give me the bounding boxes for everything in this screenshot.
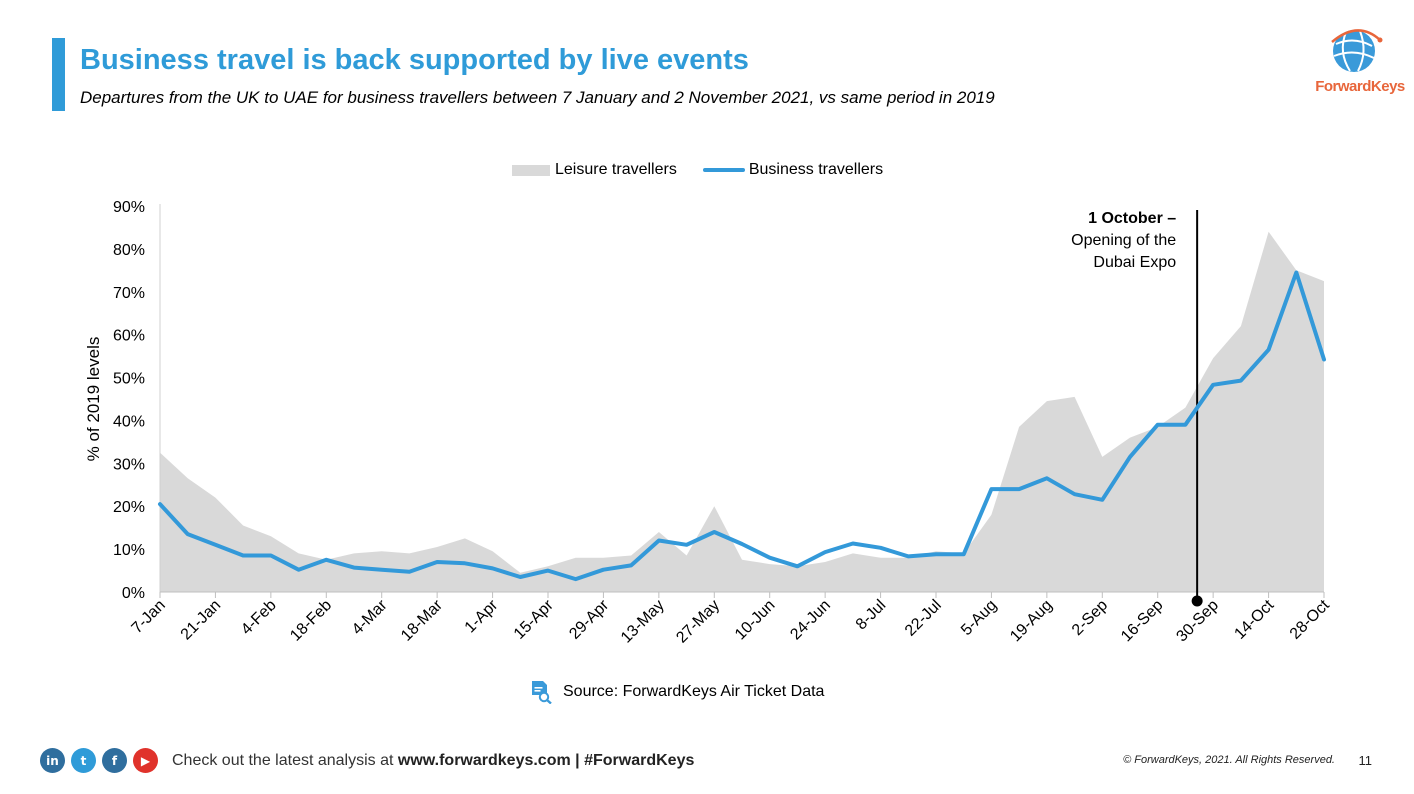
logo-text: ForwardKeys <box>1315 78 1405 95</box>
y-tick-label: 80% <box>113 242 145 259</box>
footer-text-prefix: Check out the latest analysis at <box>172 751 394 769</box>
x-tick-label: 8-Jul <box>853 597 890 634</box>
facebook-icon[interactable]: f <box>102 748 127 773</box>
x-tick-label: 27-May <box>673 597 723 647</box>
page-number: 11 <box>1358 753 1373 768</box>
y-tick-label: 50% <box>113 371 145 388</box>
footer-separator: | <box>575 751 580 769</box>
y-tick-label: 10% <box>113 542 145 559</box>
chart-legend: Leisure travellers Business travellers <box>512 158 909 182</box>
x-tick-label: 28-Oct <box>1287 596 1333 642</box>
x-tick-label: 10-Jun <box>732 597 779 644</box>
source-note: Source: ForwardKeys Air Ticket Data <box>530 680 824 704</box>
forwardkeys-logo: ForwardKeys <box>1306 24 1406 100</box>
footer: in t f ▶ Check out the latest analysis at w… <box>40 748 694 773</box>
leisure-travellers-area <box>160 231 1324 592</box>
legend-swatch-leisure <box>512 164 550 176</box>
y-tick-label: 0% <box>122 585 145 602</box>
legend-label-business: Business travellers <box>748 161 884 178</box>
business-travellers-line <box>158 270 1326 582</box>
y-tick-label: 20% <box>113 499 145 516</box>
source-text: Source: ForwardKeys Air Ticket Data <box>563 683 825 700</box>
copyright-text: © ForwardKeys, 2021. All Rights Reserved… <box>1123 754 1335 766</box>
y-tick-label: 60% <box>113 328 145 345</box>
expo-marker-dot <box>1191 595 1203 607</box>
youtube-icon[interactable]: ▶ <box>133 748 158 773</box>
x-tick-label: 5-Aug <box>958 597 1000 639</box>
legend-label-leisure: Leisure travellers <box>555 161 677 178</box>
x-tick-label: 2-Sep <box>1069 597 1111 639</box>
x-tick-label: 19-Aug <box>1007 597 1056 646</box>
x-tick-label: 4-Mar <box>349 596 391 638</box>
page-subtitle: Departures from the UK to UAE for busine… <box>80 88 995 107</box>
x-tick-label: 18-Mar <box>398 596 446 644</box>
x-tick-label: 18-Feb <box>287 597 335 645</box>
y-tick-label: 90% <box>113 199 145 216</box>
x-tick-label: 4-Feb <box>238 597 280 639</box>
annotation-title: 1 October – <box>1088 210 1176 227</box>
footer-link[interactable]: www.forwardkeys.com <box>397 751 571 769</box>
x-tick-label: 15-Apr <box>511 596 557 642</box>
x-tick-label: 1-Apr <box>462 596 502 636</box>
document-search-icon <box>532 681 552 704</box>
x-tick-label: 7-Jan <box>129 597 169 637</box>
x-tick-label: 16-Sep <box>1118 597 1167 646</box>
x-tick-label: 22-Jul <box>902 597 945 640</box>
annotation-line-1: Opening of the <box>1071 232 1176 249</box>
globe-logo-icon <box>1331 29 1383 72</box>
social-links: in t f ▶ <box>40 748 164 773</box>
y-axis-label: % of 2019 levels <box>84 337 103 462</box>
title-accent-bar <box>52 38 65 111</box>
x-tick-label: 24-Jun <box>787 597 834 644</box>
legend-swatch-business <box>702 168 745 172</box>
twitter-icon[interactable]: t <box>71 748 96 773</box>
x-tick-label: 13-May <box>618 597 668 647</box>
y-tick-label: 40% <box>113 413 145 430</box>
legend-item-leisure: Leisure travellers <box>512 161 677 179</box>
y-tick-label: 30% <box>113 456 145 473</box>
legend-item-business: Business travellers <box>702 161 884 179</box>
y-tick-label: 70% <box>113 285 145 302</box>
linkedin-icon[interactable]: in <box>40 748 65 773</box>
footer-text: Check out the latest analysis at www.for… <box>172 752 694 770</box>
footer-hashtag[interactable]: #ForwardKeys <box>584 751 695 769</box>
x-tick-label: 21-Jan <box>178 597 225 644</box>
x-tick-label: 14-Oct <box>1231 596 1277 642</box>
x-tick-label: 29-Apr <box>566 596 612 642</box>
annotation-line-2: Dubai Expo <box>1093 254 1176 271</box>
page-title: Business travel is back supported by liv… <box>80 44 749 76</box>
